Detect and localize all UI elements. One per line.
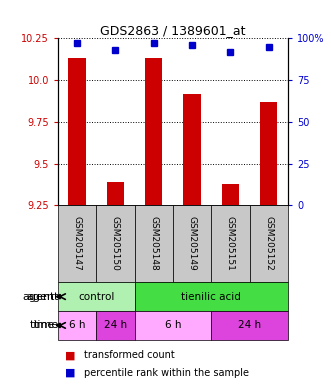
Bar [145,58,163,205]
Bar [107,182,124,205]
Bar [173,205,211,282]
Bar [58,205,96,282]
Bar [211,205,250,282]
Text: GSM205150: GSM205150 [111,217,120,271]
Text: GSM205147: GSM205147 [72,217,82,271]
Bar [135,205,173,282]
Bar [260,102,277,205]
Bar [58,311,96,340]
Text: 24 h: 24 h [238,320,261,331]
Text: time: time [29,320,55,331]
Text: transformed count: transformed count [84,350,175,360]
Bar [96,205,135,282]
Text: time: time [33,320,59,331]
Bar [135,311,211,340]
Bar [211,311,288,340]
Bar [96,311,135,340]
Text: GSM205152: GSM205152 [264,217,273,271]
Text: 6 h: 6 h [69,320,85,331]
Text: 24 h: 24 h [104,320,127,331]
Bar [135,282,288,311]
Text: control: control [78,291,115,302]
Title: GDS2863 / 1389601_at: GDS2863 / 1389601_at [100,24,246,37]
Bar [183,94,201,205]
Bar [69,58,86,205]
Text: GSM205148: GSM205148 [149,217,158,271]
Bar [250,205,288,282]
Text: ■: ■ [65,350,75,360]
Text: agent: agent [26,291,59,302]
Text: GSM205149: GSM205149 [188,217,197,271]
Text: GSM205151: GSM205151 [226,217,235,271]
Text: ■: ■ [65,368,75,378]
Bar [222,184,239,205]
Text: agent: agent [22,291,55,302]
Text: 6 h: 6 h [165,320,181,331]
Bar [58,282,135,311]
Text: percentile rank within the sample: percentile rank within the sample [84,368,249,378]
Text: tienilic acid: tienilic acid [181,291,241,302]
